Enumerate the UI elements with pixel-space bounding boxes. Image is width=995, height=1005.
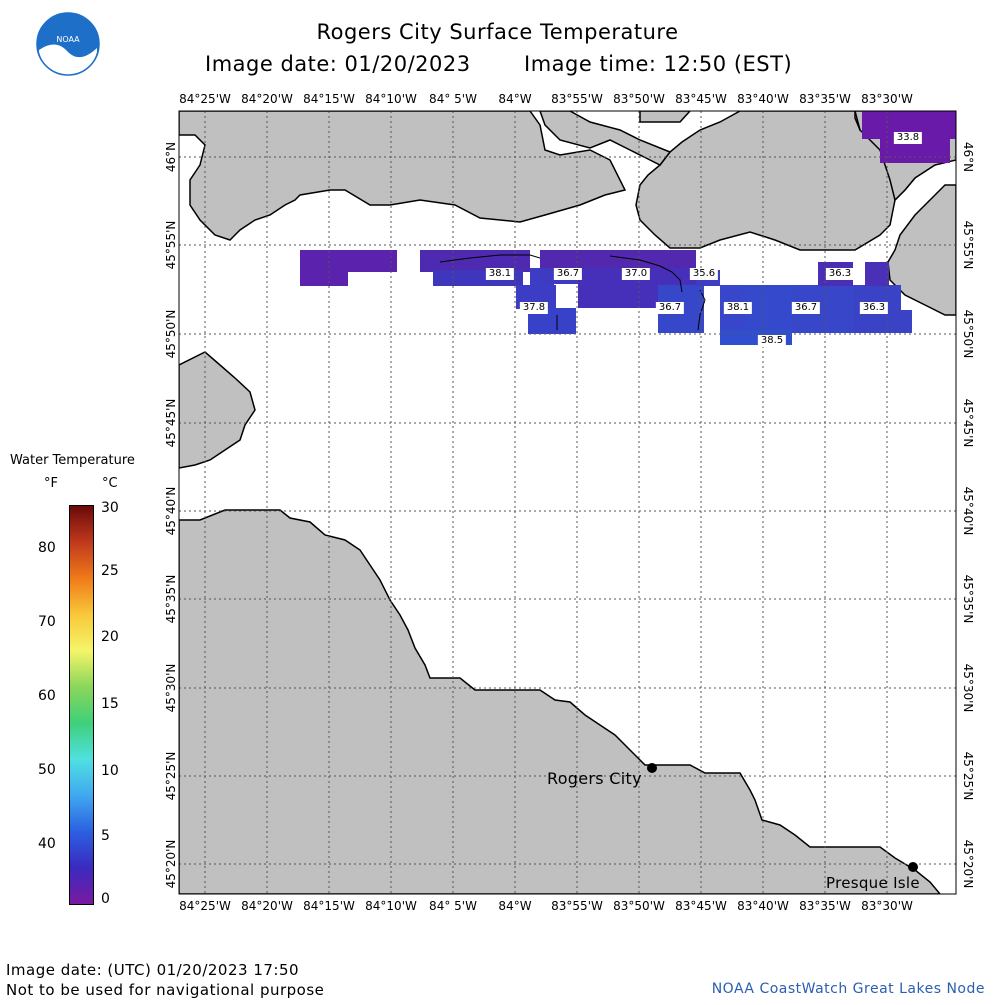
south-land <box>179 509 941 894</box>
lat-label: 45°25'N <box>164 751 178 801</box>
page-title: Rogers City Surface Temperature <box>316 20 679 44</box>
temp-label: 36.3 <box>859 302 889 314</box>
lon-label: 84°20'W <box>241 899 293 913</box>
lon-label: 84°10'W <box>365 899 417 913</box>
footer-credit: NOAA CoastWatch Great Lakes Node <box>711 981 985 997</box>
legend-f-tick: 80 <box>38 540 56 556</box>
lat-label: 45°50'N <box>961 309 975 359</box>
temp-label: 33.8 <box>893 132 923 144</box>
lat-label: 45°40'N <box>164 486 178 536</box>
legend-c-tick: 0 <box>101 891 110 907</box>
temp-label: 36.7 <box>655 302 685 314</box>
legend-f-tick: 60 <box>38 688 56 704</box>
legend-unit-c: °C <box>102 476 118 491</box>
lon-label: 84° 5'W <box>429 92 477 106</box>
lon-label: 84°25'W <box>179 899 231 913</box>
lat-label: 45°45'N <box>961 398 975 448</box>
temp-label: 36.3 <box>825 268 855 280</box>
lon-label: 83°50'W <box>613 899 665 913</box>
map-grid <box>179 111 956 894</box>
legend-title: Water Temperature <box>10 453 135 468</box>
legend-c-tick: 5 <box>101 828 110 844</box>
legend-f-tick: 40 <box>38 836 56 852</box>
temp-label: 36.7 <box>791 302 821 314</box>
legend-f-tick: 50 <box>38 762 56 778</box>
lon-label: 83°40'W <box>737 92 789 106</box>
lon-label: 83°35'W <box>799 899 851 913</box>
lat-label: 45°50'N <box>164 309 178 359</box>
legend-c-tick: 25 <box>101 563 119 579</box>
place-label-rogers-city: Rogers City <box>547 769 642 788</box>
lat-label: 45°45'N <box>164 398 178 448</box>
lat-label: 46°N <box>164 141 178 173</box>
lon-label: 84°25'W <box>179 92 231 106</box>
lon-label: 83°30'W <box>861 92 913 106</box>
legend-color-bar <box>69 505 94 905</box>
legend-f-tick: 70 <box>38 614 56 630</box>
place-label-presque-isle: Presque Isle <box>826 874 920 892</box>
west-land <box>179 351 256 469</box>
lat-label: 45°20'N <box>961 839 975 889</box>
footer-utc-date: Image date: (UTC) 01/20/2023 17:50 <box>6 961 300 979</box>
noaa-logo-text: NOAA <box>56 35 80 44</box>
lat-label: 45°35'N <box>164 574 178 624</box>
temp-label: 38.5 <box>757 335 787 347</box>
lon-label: 83°30'W <box>861 899 913 913</box>
temp-label: 38.1 <box>723 302 753 314</box>
lat-label: 45°40'N <box>961 486 975 536</box>
lat-label: 45°30'N <box>164 663 178 713</box>
rogers-city-marker <box>647 763 657 773</box>
lon-label: 84°20'W <box>241 92 293 106</box>
legend-c-tick: 15 <box>101 696 119 712</box>
temp-label: 35.6 <box>689 268 719 280</box>
temp-label: 38.1 <box>485 268 515 280</box>
image-date: Image date: 01/20/2023 <box>205 52 471 76</box>
legend-c-tick: 30 <box>101 500 119 516</box>
image-time: Image time: 12:50 (EST) <box>524 52 793 76</box>
legend-c-tick: 20 <box>101 629 119 645</box>
lon-label: 84°10'W <box>365 92 417 106</box>
lon-label: 83°40'W <box>737 899 789 913</box>
presque-isle-marker <box>908 862 918 872</box>
lon-label: 83°50'W <box>613 92 665 106</box>
north-land <box>179 111 627 241</box>
noaa-logo-icon: NOAA <box>36 12 100 76</box>
lon-label: 83°35'W <box>799 92 851 106</box>
lat-label: 45°55'N <box>164 220 178 270</box>
lat-label: 45°20'N <box>164 839 178 889</box>
legend-unit-f: °F <box>44 476 58 491</box>
lon-label: 84°15'W <box>303 92 355 106</box>
temp-label: 36.7 <box>553 268 583 280</box>
lon-label: 83°45'W <box>675 899 727 913</box>
lat-label: 45°55'N <box>961 220 975 270</box>
north-land <box>639 111 692 123</box>
lat-label: 45°35'N <box>961 574 975 624</box>
lon-label: 84°15'W <box>303 899 355 913</box>
lon-label: 84°W <box>498 899 532 913</box>
lon-label: 84°W <box>498 92 532 106</box>
temp-label: 37.8 <box>519 302 549 314</box>
lat-label: 45°25'N <box>961 751 975 801</box>
lat-label: 45°30'N <box>961 663 975 713</box>
north-land <box>539 111 672 166</box>
legend-c-tick: 10 <box>101 763 119 779</box>
lon-label: 84° 5'W <box>429 899 477 913</box>
lon-label: 83°55'W <box>551 92 603 106</box>
lat-label: 46°N <box>961 141 975 173</box>
footer-disclaimer: Not to be used for navigational purpose <box>6 981 325 999</box>
lon-label: 83°45'W <box>675 92 727 106</box>
lon-label: 83°55'W <box>551 899 603 913</box>
map-frame <box>178 110 957 895</box>
temp-label: 37.0 <box>621 268 651 280</box>
